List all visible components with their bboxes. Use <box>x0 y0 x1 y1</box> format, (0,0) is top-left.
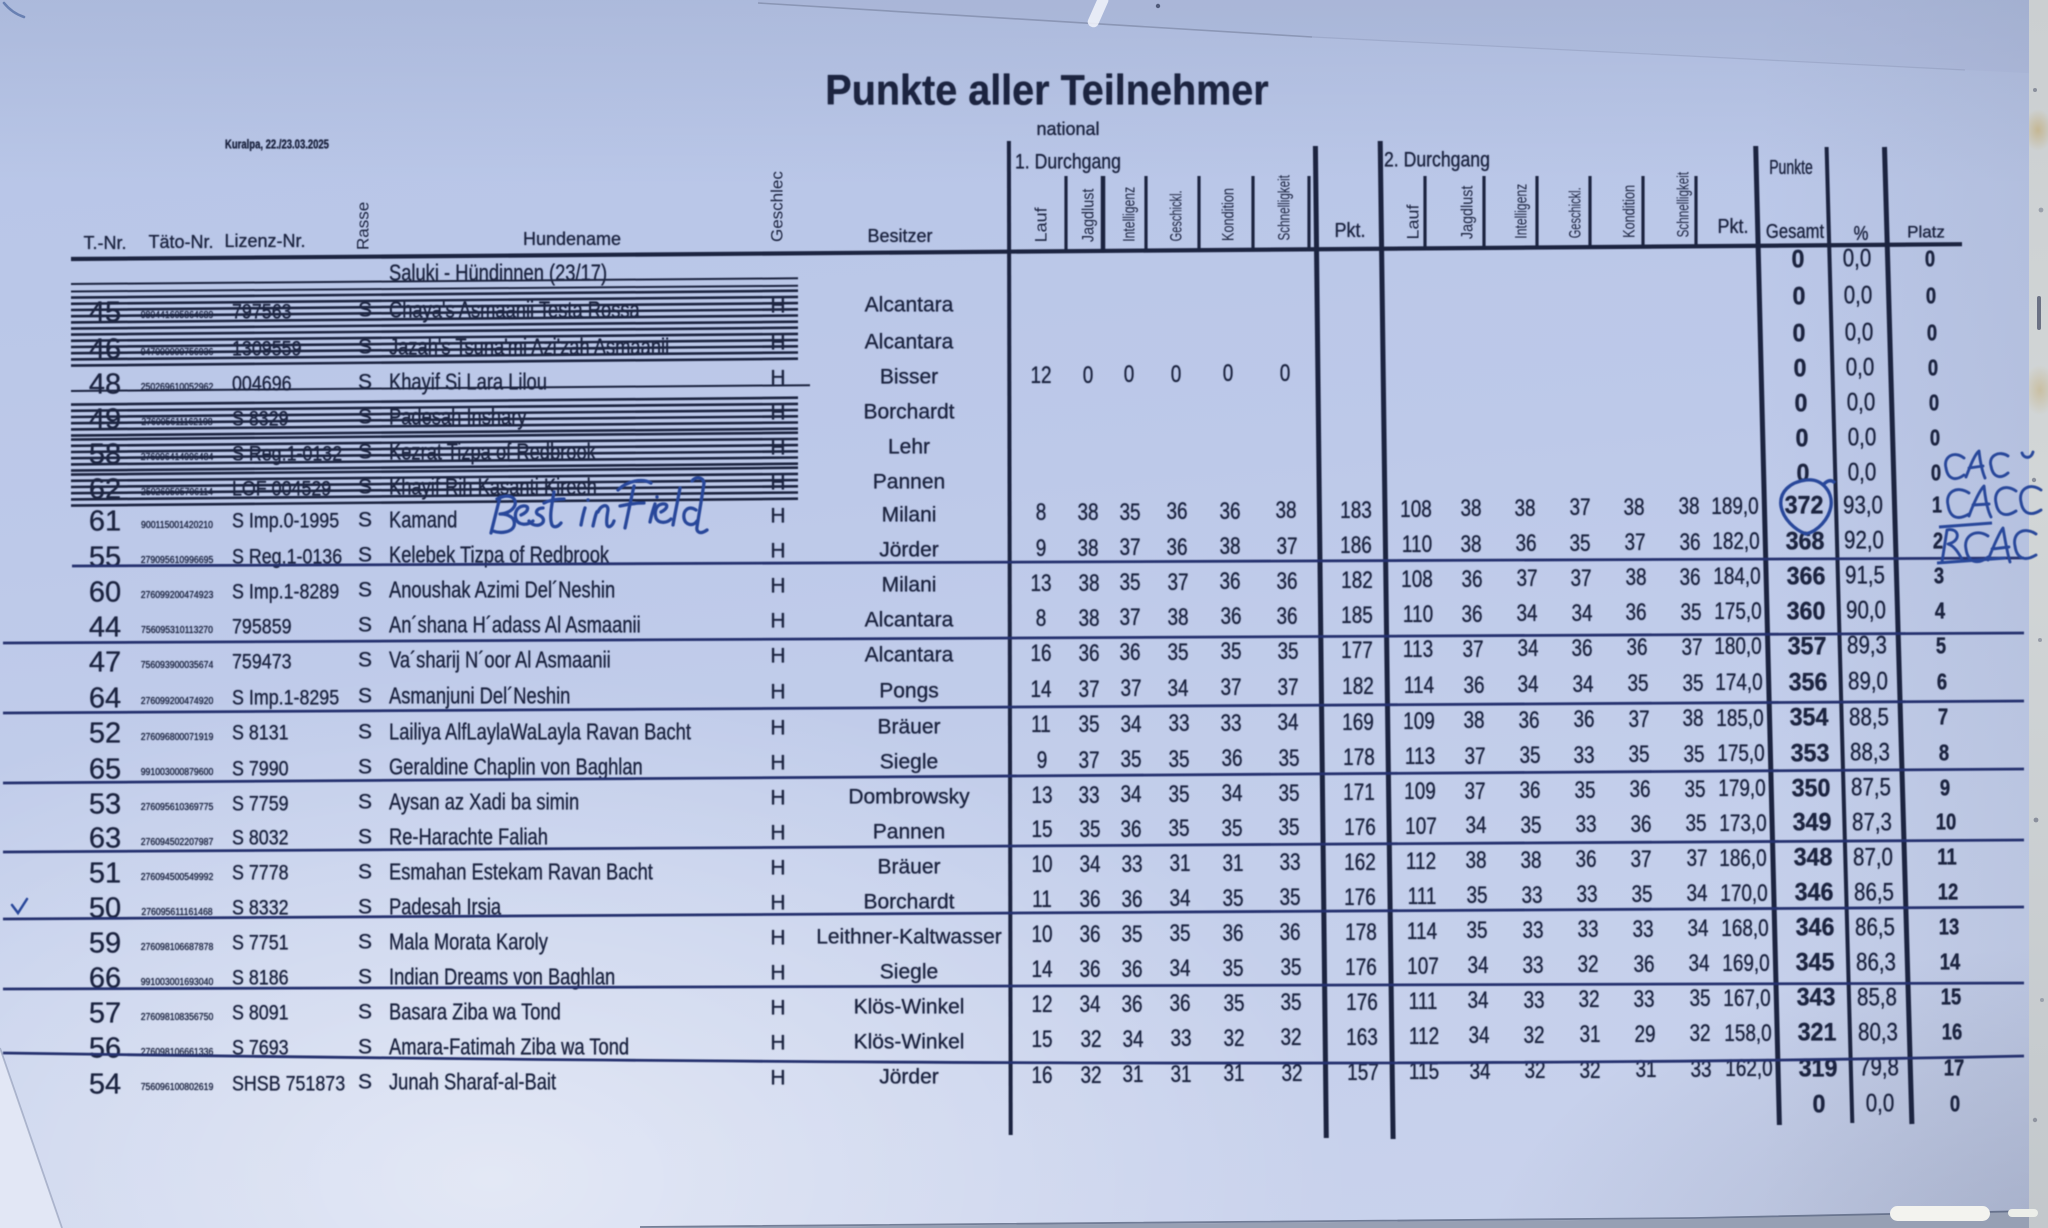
svg-text:Schnelligkeit: Schnelligkeit <box>1275 175 1294 241</box>
svg-text:Jagdlust: Jagdlust <box>1079 188 1098 242</box>
svg-text:Kondition: Kondition <box>1219 188 1238 241</box>
svg-text:Schnelligkeit: Schnelligkeit <box>1674 172 1693 238</box>
svg-text:Rasse: Rasse <box>354 202 373 250</box>
svg-text:Intelligenz: Intelligenz <box>1512 184 1531 239</box>
svg-text:Lauf: Lauf <box>1032 207 1051 242</box>
svg-text:Geschickl.: Geschickl. <box>1167 190 1186 241</box>
svg-text:Geschlec: Geschlec <box>768 171 787 242</box>
svg-text:Jagdlust: Jagdlust <box>1458 185 1477 239</box>
svg-text:Kondition: Kondition <box>1620 185 1639 238</box>
svg-text:Lauf: Lauf <box>1404 204 1423 239</box>
svg-text:Intelligenz: Intelligenz <box>1120 187 1139 242</box>
svg-text:Geschickl.: Geschickl. <box>1566 187 1585 238</box>
